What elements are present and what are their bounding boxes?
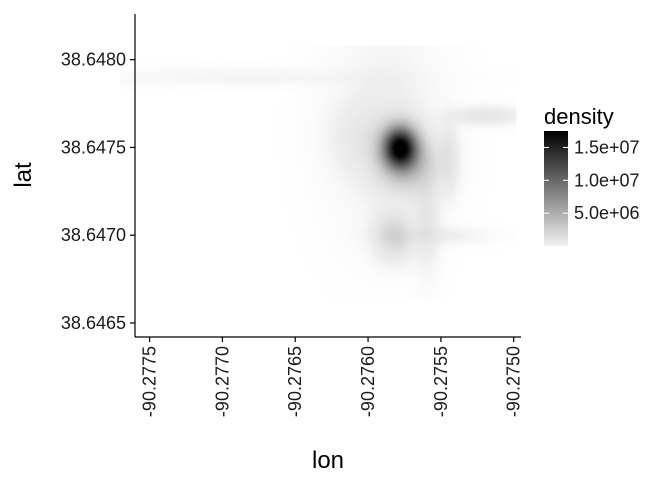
x-tick-label: -90.2765 — [285, 346, 305, 417]
legend-breaks: 5.0e+06 1.0e+07 1.5e+07 — [544, 137, 640, 223]
y-axis-title: lat — [10, 162, 37, 188]
x-tick-label: -90.2770 — [212, 346, 232, 417]
y-tick-label: 38.6480 — [61, 50, 126, 70]
x-tick-label: -90.2760 — [358, 346, 378, 417]
axes: -90.2775 -90.2770 -90.2765 -90.2760 -90.2755… — [61, 14, 524, 417]
legend-break-label: 5.0e+06 — [574, 203, 640, 223]
x-tick-label: -90.2775 — [140, 346, 160, 417]
x-tick-label: -90.2755 — [431, 346, 451, 417]
legend-title: density — [544, 104, 614, 129]
y-ticks: 38.6465 38.6470 38.6475 38.6480 — [61, 50, 135, 333]
legend-color-bar — [544, 131, 568, 246]
y-tick-label: 38.6465 — [61, 313, 126, 333]
x-ticks: -90.2775 -90.2770 -90.2765 -90.2760 -90.2755… — [140, 337, 524, 417]
density-raster — [120, 45, 517, 302]
x-tick-label: -90.2750 — [504, 346, 524, 417]
legend: density 5.0e+06 1.0e+07 1.5e+07 — [544, 104, 640, 246]
legend-break-label: 1.0e+07 — [574, 170, 640, 190]
x-axis-title: lon — [312, 447, 344, 474]
y-tick-label: 38.6470 — [61, 225, 126, 245]
legend-break-label: 1.5e+07 — [574, 137, 640, 157]
y-tick-label: 38.6475 — [61, 137, 126, 157]
plot-area — [120, 45, 517, 302]
